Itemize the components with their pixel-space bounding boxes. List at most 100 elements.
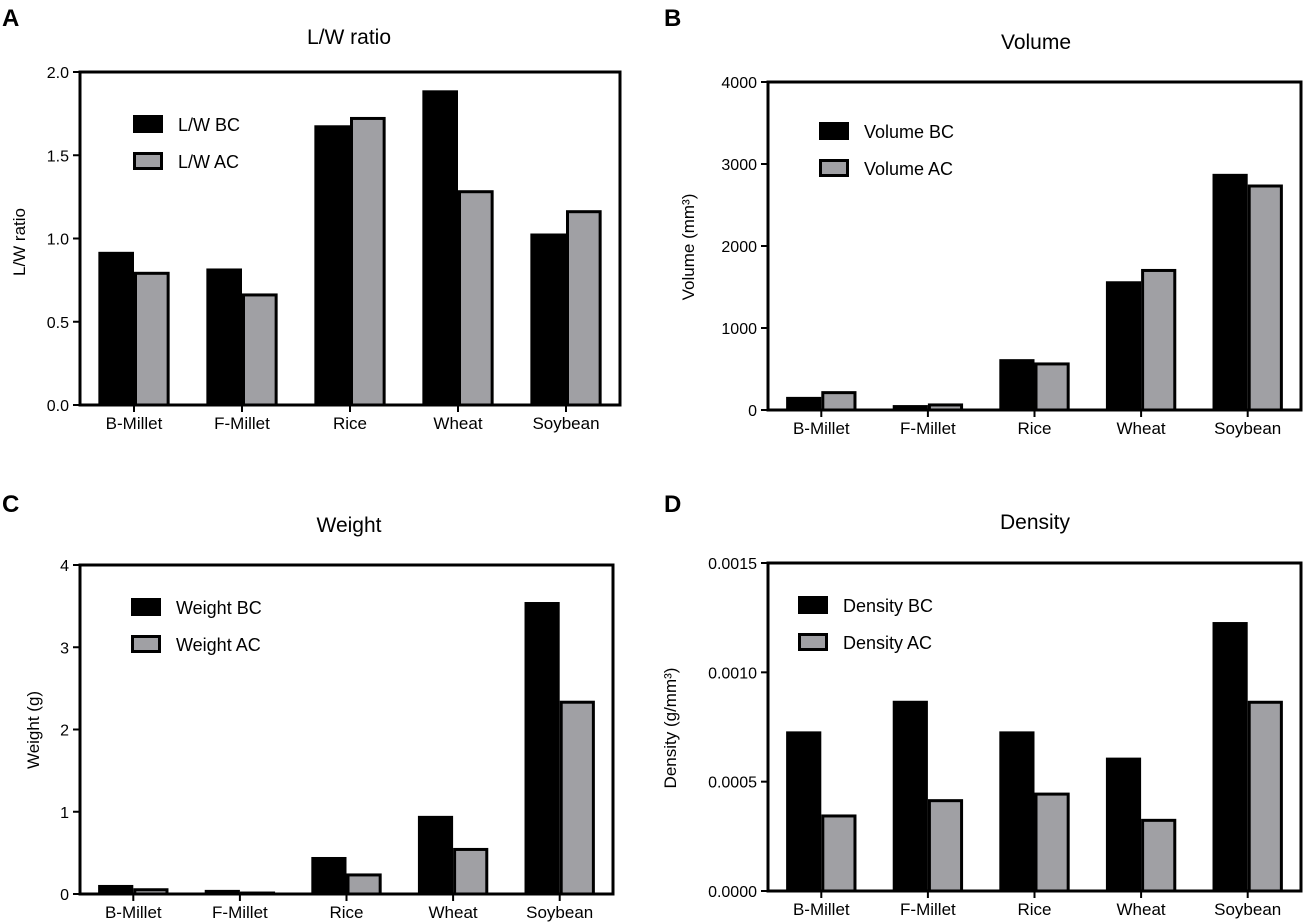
y-tick-label: 1.0: [47, 232, 69, 249]
bar-bc-wheat: [1105, 281, 1142, 410]
bar-ac-soybean: [1247, 184, 1283, 412]
y-tick-label: 3: [60, 640, 69, 657]
panel-letter: B: [664, 5, 681, 32]
x-tick-label: Rice: [1017, 900, 1051, 919]
bar-bc-soybean: [1212, 173, 1248, 410]
bar-bc-b-millet: [98, 251, 134, 405]
y-tick-label: 0: [748, 403, 757, 420]
bar-bc-wheat: [422, 90, 458, 405]
x-tick-label: B-Millet: [793, 419, 850, 438]
legend-swatch-bc: [133, 115, 163, 133]
legend-label: Weight BC: [176, 598, 262, 618]
x-tick-label: F-Millet: [214, 414, 270, 433]
x-tick-label: Rice: [333, 414, 367, 433]
y-tick-label: 0.5: [47, 315, 69, 332]
bar-bc-b-millet: [786, 731, 822, 891]
panel-d: D Density Density (g/mm³) B-Millet F-Mill…: [661, 491, 1303, 919]
y-axis-label: Weight (g): [24, 691, 43, 769]
panel-letter: D: [664, 491, 681, 518]
legend-label: L/W BC: [178, 115, 240, 135]
y-tick-label: 0.0010: [708, 665, 757, 682]
bar-bc-rice: [314, 125, 350, 405]
y-tick-label: 0.0: [47, 398, 69, 415]
bar-bc-f-millet: [892, 405, 928, 410]
bar-ac-wheat: [458, 190, 494, 407]
bar-ac-soybean: [566, 210, 602, 407]
x-tick-label: Rice: [329, 903, 363, 922]
legend-label: Density AC: [843, 633, 932, 653]
y-axis-label: L/W ratio: [10, 208, 29, 276]
x-tick-label: Wheat: [1117, 900, 1166, 919]
bar-bc-b-millet: [786, 396, 822, 410]
bar-ac-soybean: [559, 700, 595, 896]
bar-ac-soybean: [1247, 700, 1283, 893]
chart-title: Weight: [317, 514, 382, 537]
plot-frame: [78, 70, 622, 407]
x-tick-label: Soybean: [1214, 900, 1281, 919]
legend-swatch-bc: [131, 598, 161, 616]
panel-b: B Volume Volume (mm³) B-Millet F-Millet Ri…: [664, 5, 1303, 438]
x-tick-label: Soybean: [1214, 419, 1281, 438]
bar-ac-b-millet: [821, 391, 857, 412]
x-tick-label: F-Millet: [900, 900, 956, 919]
legend-swatch-bc: [819, 122, 849, 140]
x-tick-label: Wheat: [433, 414, 482, 433]
bar-ac-b-millet: [821, 814, 857, 893]
bar-bc-f-millet: [204, 889, 240, 894]
bar-bc-soybean: [530, 233, 566, 405]
y-tick-label: 4000: [721, 75, 757, 92]
panel-c: C Weight Weight (g) B-Millet F-Millet Rice…: [2, 491, 615, 922]
bar-bc-f-millet: [892, 700, 928, 891]
panel-letter: C: [2, 491, 19, 518]
legend-swatch-bc: [798, 596, 828, 614]
y-axis-label: Volume (mm³): [679, 194, 698, 301]
legend-label: Density BC: [843, 596, 933, 616]
bar-ac-rice: [346, 873, 382, 896]
legend-label: Volume BC: [864, 122, 954, 142]
bar-ac-f-millet: [927, 799, 964, 893]
bar-ac-rice: [350, 116, 386, 407]
bar-bc-soybean: [524, 602, 560, 894]
y-tick-label: 1000: [721, 321, 757, 338]
bar-bc-wheat: [417, 815, 454, 894]
bar-bc-wheat: [1105, 757, 1142, 891]
legend-label: Weight AC: [176, 635, 261, 655]
chart-title: Density: [1000, 511, 1071, 534]
bar-bc-soybean: [1212, 622, 1248, 891]
bar-ac-wheat: [1141, 818, 1177, 893]
legend-swatch-ac: [798, 633, 828, 651]
x-tick-label: Wheat: [1117, 419, 1166, 438]
panel-a: A L/W ratio L/W ratio B-Millet F-Millet Ri…: [2, 5, 622, 433]
bar-ac-wheat: [453, 847, 489, 896]
legend-swatch-ac: [133, 152, 163, 170]
bar-bc-rice: [999, 359, 1035, 410]
y-tick-label: 1.5: [47, 148, 69, 165]
y-tick-label: 2000: [721, 239, 757, 256]
y-tick-label: 2: [60, 723, 69, 740]
bar-bc-rice: [311, 856, 347, 894]
x-tick-label: F-Millet: [212, 903, 268, 922]
y-tick-label: 0.0005: [708, 775, 757, 792]
bar-bc-f-millet: [206, 268, 242, 405]
bar-ac-rice: [1034, 792, 1070, 893]
y-tick-label: 3000: [721, 157, 757, 174]
x-tick-label: B-Millet: [105, 903, 162, 922]
y-tick-label: 0.0015: [708, 556, 757, 573]
legend-label: Volume AC: [864, 159, 953, 179]
chart-title: L/W ratio: [307, 26, 391, 49]
bar-ac-b-millet: [134, 271, 170, 407]
y-tick-label: 1: [60, 805, 69, 822]
x-tick-label: Soybean: [526, 903, 593, 922]
bar-ac-wheat: [1141, 268, 1177, 412]
legend-label: L/W AC: [178, 152, 239, 172]
plot-frame: [766, 80, 1303, 412]
y-tick-label: 4: [60, 558, 69, 575]
x-tick-label: Rice: [1017, 419, 1051, 438]
legend-swatch-ac: [819, 159, 849, 177]
bar-bc-rice: [999, 731, 1035, 891]
bar-ac-rice: [1034, 362, 1070, 412]
x-tick-label: Wheat: [429, 903, 478, 922]
chart-title: Volume: [1001, 31, 1071, 54]
legend-swatch-ac: [131, 635, 161, 653]
